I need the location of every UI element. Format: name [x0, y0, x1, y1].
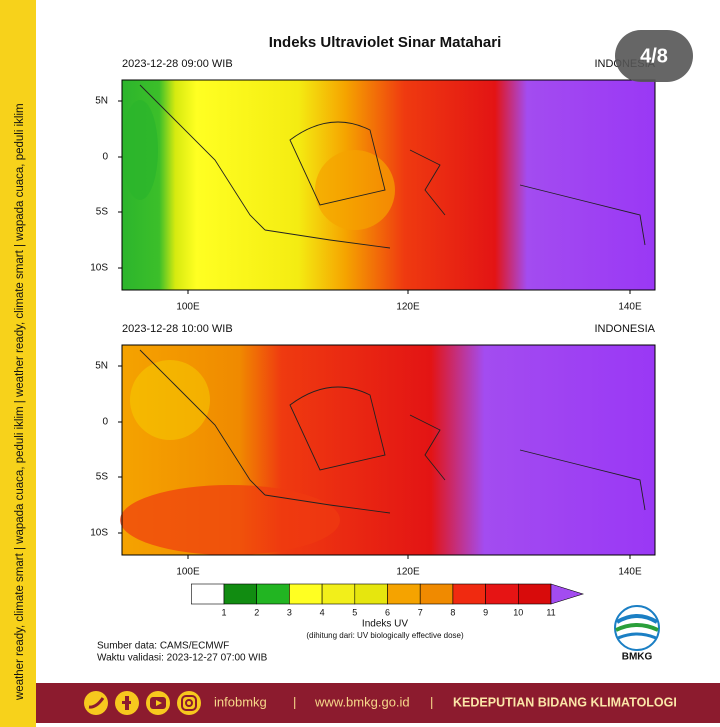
y-tick-label: 0	[102, 152, 108, 163]
colorbar-tick-label: 9	[483, 607, 488, 617]
colorbar-box	[419, 583, 454, 605]
footer-separator: |	[293, 694, 296, 709]
x-tick-label: 140E	[618, 302, 642, 313]
colorbar-box	[289, 583, 323, 605]
coastline	[519, 184, 646, 246]
sidebar-text: weather ready, climate smart | wapada cu…	[14, 103, 26, 701]
coastline	[289, 121, 386, 206]
colorbar-box	[354, 583, 388, 605]
panel-region: INDONESIA	[594, 323, 655, 335]
y-tick-label: 5S	[96, 472, 109, 483]
coastline	[519, 449, 646, 511]
coastline	[289, 386, 386, 471]
colorbar-box	[321, 583, 356, 605]
footer-separator: |	[430, 694, 433, 709]
badge-text: 4/8	[640, 45, 668, 67]
y-tick-label: 5N	[95, 361, 108, 372]
x-tick-label: 120E	[396, 302, 420, 313]
colorbar-box	[387, 583, 421, 605]
uv-patch	[120, 485, 340, 555]
y-tick-label: 5N	[95, 96, 108, 107]
logo-icon	[614, 605, 660, 651]
colorbar-box	[223, 583, 258, 605]
x-tick-label: 100E	[176, 302, 200, 313]
colorbar-box	[485, 583, 519, 605]
colorbar-box	[452, 583, 486, 605]
map-frame	[121, 79, 656, 291]
panel-time: 2023-12-28 10:00 WIB	[122, 323, 233, 335]
colorbar-box	[191, 583, 225, 605]
colorbar-tick-label: 2	[254, 607, 259, 617]
colorbar-box	[517, 583, 552, 605]
colorbar-tick-label: 4	[320, 607, 325, 617]
x-tick-label: 140E	[618, 567, 642, 578]
sidebar	[0, 0, 36, 727]
coastline	[139, 349, 266, 496]
colorbar-tick-label: 10	[513, 607, 523, 617]
colorbar-box	[256, 583, 290, 605]
coastline	[409, 414, 446, 481]
colorbar-tick-label: 7	[418, 607, 423, 617]
colorbar-tick-label: 6	[385, 607, 390, 617]
badge	[615, 30, 693, 82]
title: Indeks Ultraviolet Sinar Matahari	[269, 34, 502, 51]
x-tick-label: 100E	[176, 567, 200, 578]
coastline	[264, 494, 391, 514]
uv-patch	[315, 150, 395, 230]
y-tick-label: 10S	[90, 528, 108, 539]
coastline	[264, 229, 391, 249]
map-frame	[121, 344, 656, 556]
coastline	[139, 84, 266, 231]
colorbar-label: Indeks UV	[362, 619, 408, 630]
colorbar-arrow	[550, 583, 585, 605]
colorbar-note: (dihitung dari: UV biologically effectiv…	[306, 631, 464, 640]
social-icons	[84, 691, 201, 715]
colorbar-tick-label: 5	[352, 607, 357, 617]
uv-patch	[122, 100, 158, 200]
validity: Waktu validasi: 2023-12-27 07:00 WIB	[97, 653, 268, 664]
panel-time: 2023-12-28 09:00 WIB	[122, 58, 233, 70]
y-tick-label: 0	[102, 417, 108, 428]
logo-text: BMKG	[622, 652, 653, 663]
colorbar-tick-label: 3	[287, 607, 292, 617]
footer-department: KEDEPUTIAN BIDANG KLIMATOLOGI	[453, 695, 677, 709]
y-tick-label: 10S	[90, 263, 108, 274]
x-tick-label: 120E	[396, 567, 420, 578]
uv-patch	[130, 360, 210, 440]
colorbar-tick-label: 8	[450, 607, 455, 617]
source: Sumber data: CAMS/ECMWF	[97, 641, 229, 652]
footer-website: www.bmkg.go.id	[314, 694, 410, 709]
footer-handle: infobmkg	[214, 694, 267, 709]
y-tick-label: 5S	[96, 207, 109, 218]
colorbar-tick-label: 11	[546, 607, 555, 617]
colorbar-tick-label: 1	[221, 607, 226, 617]
coastline	[409, 149, 446, 216]
